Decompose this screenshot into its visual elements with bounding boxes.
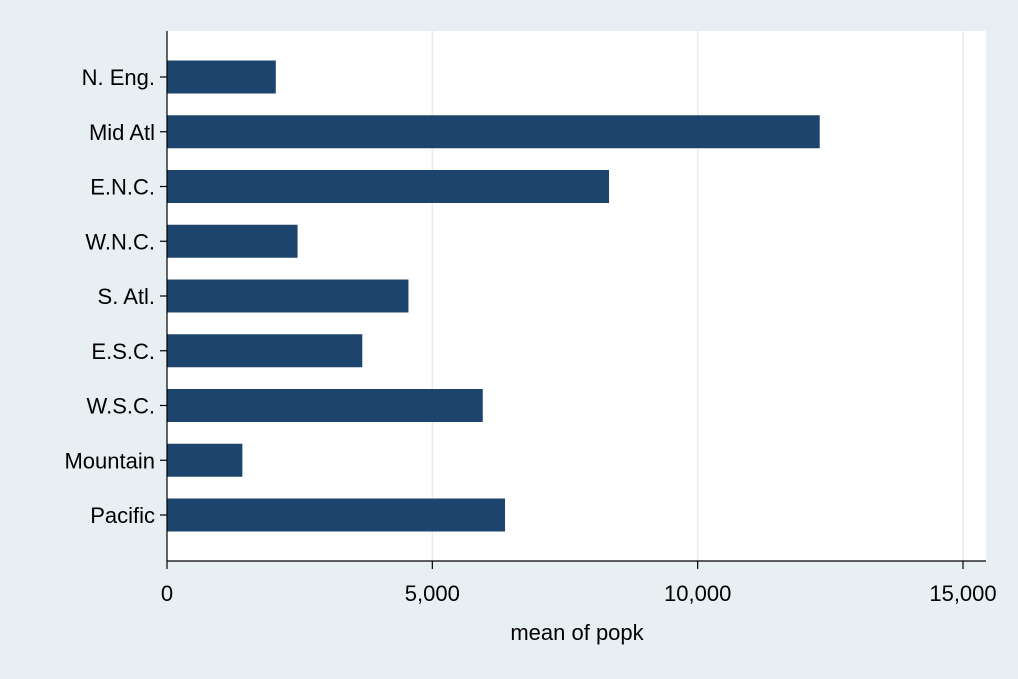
x-axis-ticks: 0 5,000 10,000 15,000 [161,561,997,606]
y-category-label: S. Atl. [98,284,155,309]
y-category-label: Mid Atl [89,120,155,145]
bar [167,170,610,203]
bar [167,389,483,422]
bars [167,60,820,532]
bar [167,224,298,258]
bar [167,115,820,149]
bar [167,498,506,532]
y-category-label: E.S.C. [91,339,155,364]
x-tick-label: 15,000 [929,581,996,606]
y-category-label: W.N.C. [85,229,155,254]
y-category-label: E.N.C. [90,175,155,200]
bar [167,279,409,313]
x-tick-label: 5,000 [405,581,460,606]
x-axis-title: mean of popk [510,620,644,645]
x-tick-label: 0 [161,581,173,606]
y-category-label: Mountain [64,448,155,473]
y-category-label: Pacific [90,503,155,528]
bar [167,443,243,477]
bar [167,334,363,368]
y-axis-category-labels: N. Eng. Mid Atl E.N.C. W.N.C. S. Atl. E.S.C. W… [64,65,167,528]
y-category-label: N. Eng. [82,65,155,90]
x-tick-label: 10,000 [664,581,731,606]
bar [167,60,276,94]
y-category-label: W.S.C. [87,394,155,419]
